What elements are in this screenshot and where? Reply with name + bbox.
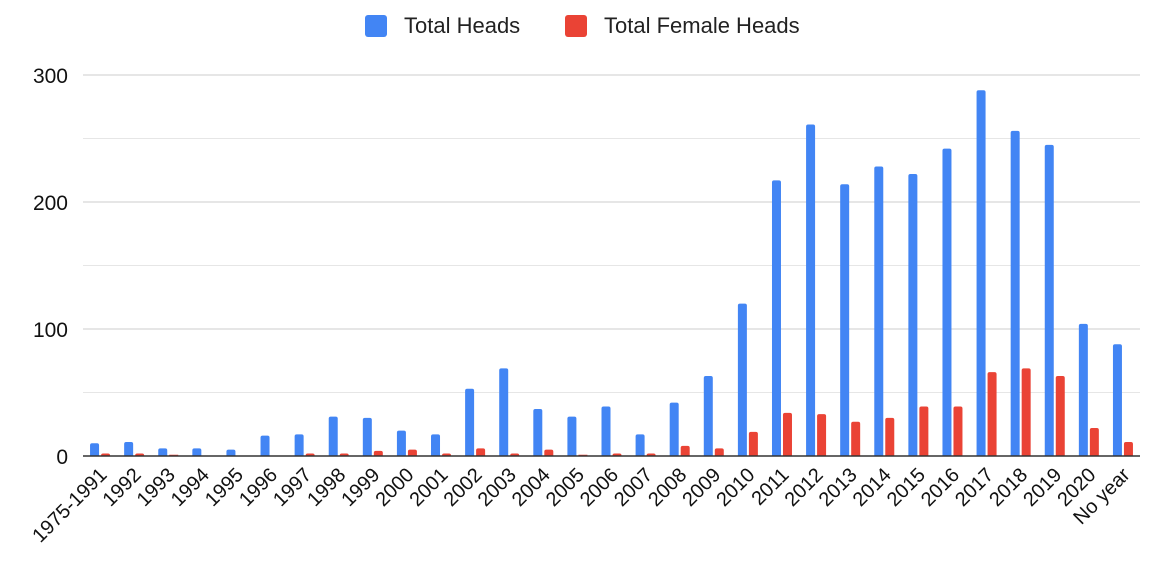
x-tick-label: 2017 xyxy=(951,464,998,511)
bar-total-heads-3 xyxy=(192,448,202,456)
bar-female-heads-19 xyxy=(748,431,758,456)
bar-total-heads-25 xyxy=(942,148,952,456)
bar-total-heads-4 xyxy=(226,449,236,456)
x-tick-label: 2010 xyxy=(712,464,759,511)
x-axis: 1975-19911992199319941995199619971998199… xyxy=(28,455,1140,547)
x-tick-label: 2016 xyxy=(917,464,964,511)
x-tick-label: 2003 xyxy=(474,464,521,511)
bar-female-heads-23 xyxy=(885,417,895,456)
bars xyxy=(90,90,1133,457)
x-tick-label: 1995 xyxy=(201,464,248,511)
bar-total-heads-16 xyxy=(635,434,645,456)
legend-label-0: Total Heads xyxy=(404,13,520,38)
bar-female-heads-20 xyxy=(782,412,792,456)
bar-female-heads-21 xyxy=(817,414,827,456)
bar-female-heads-26 xyxy=(987,372,997,456)
x-tick-label: 2009 xyxy=(678,464,725,511)
bar-total-heads-27 xyxy=(1010,130,1020,456)
x-tick-label: 2008 xyxy=(644,464,691,511)
x-tick-label: 2005 xyxy=(542,464,589,511)
bar-female-heads-8 xyxy=(373,450,383,456)
x-tick-label: 2006 xyxy=(576,464,623,511)
bar-total-heads-2 xyxy=(158,448,168,456)
x-tick-label: 2000 xyxy=(371,464,418,511)
y-tick-label: 100 xyxy=(33,319,68,342)
x-tick-label: 2011 xyxy=(748,464,794,510)
bar-total-heads-14 xyxy=(567,416,577,456)
bar-total-heads-13 xyxy=(533,409,543,456)
x-tick-label: 1996 xyxy=(235,464,282,511)
bar-total-heads-21 xyxy=(806,124,816,456)
legend-swatch-1 xyxy=(565,15,587,37)
bar-total-heads-15 xyxy=(601,406,611,456)
y-tick-label: 300 xyxy=(33,65,68,88)
x-tick-label: 1999 xyxy=(337,464,384,511)
bar-total-heads-12 xyxy=(499,368,509,456)
bar-total-heads-5 xyxy=(260,435,270,456)
bar-total-heads-0 xyxy=(90,443,100,456)
legend: Total Heads Total Female Heads xyxy=(365,13,800,38)
x-tick-label: 2015 xyxy=(883,464,930,511)
x-tick-label: 1997 xyxy=(269,464,316,511)
y-axis: 0 100 200 300 xyxy=(33,65,68,469)
bar-total-heads-1 xyxy=(124,442,134,456)
bar-total-heads-30 xyxy=(1112,344,1122,456)
bar-total-heads-28 xyxy=(1044,144,1054,456)
bar-total-heads-18 xyxy=(703,375,713,456)
bar-total-heads-24 xyxy=(908,174,918,456)
bar-total-heads-7 xyxy=(328,416,338,456)
bar-total-heads-10 xyxy=(431,434,441,456)
x-tick-label: 2018 xyxy=(985,464,1032,511)
x-tick-label: 2012 xyxy=(781,464,828,511)
bar-total-heads-26 xyxy=(976,90,986,457)
bar-female-heads-25 xyxy=(953,406,963,456)
bar-total-heads-20 xyxy=(771,180,781,456)
bar-total-heads-6 xyxy=(294,434,304,456)
x-tick-label: 2004 xyxy=(508,464,555,511)
bar-total-heads-9 xyxy=(396,430,406,456)
x-tick-label: 1998 xyxy=(303,464,350,511)
bar-total-heads-11 xyxy=(465,388,475,456)
x-tick-label: 2001 xyxy=(406,464,453,511)
bar-female-heads-24 xyxy=(919,406,929,456)
bar-total-heads-17 xyxy=(669,402,679,456)
x-tick-label: 1994 xyxy=(167,464,214,511)
bar-female-heads-30 xyxy=(1123,442,1133,456)
bar-total-heads-23 xyxy=(874,166,884,456)
bar-female-heads-13 xyxy=(544,449,554,456)
x-tick-label: 1992 xyxy=(99,464,146,511)
x-tick-label: 2019 xyxy=(1019,464,1066,511)
x-tick-label: 2014 xyxy=(849,464,896,511)
x-tick-label: 2002 xyxy=(440,464,487,511)
bar-total-heads-8 xyxy=(362,417,372,456)
legend-swatch-0 xyxy=(365,15,387,37)
x-tick-label: 1975-1991 xyxy=(28,464,111,547)
x-tick-label: 2007 xyxy=(610,464,657,511)
bar-female-heads-27 xyxy=(1021,368,1031,456)
bar-total-heads-22 xyxy=(840,184,850,456)
gridlines xyxy=(83,74,1140,393)
y-tick-label: 0 xyxy=(56,446,68,469)
legend-label-1: Total Female Heads xyxy=(604,13,800,38)
bar-female-heads-11 xyxy=(476,448,486,456)
bar-female-heads-18 xyxy=(714,448,724,456)
bar-female-heads-17 xyxy=(680,445,690,456)
x-tick-label: 1993 xyxy=(133,464,180,511)
bar-total-heads-19 xyxy=(737,303,747,456)
y-tick-label: 200 xyxy=(33,192,68,215)
bar-female-heads-28 xyxy=(1055,375,1065,456)
bar-female-heads-29 xyxy=(1089,428,1099,456)
bar-total-heads-29 xyxy=(1078,323,1088,456)
bar-female-heads-9 xyxy=(407,449,417,456)
x-tick-label: 2013 xyxy=(815,464,862,511)
bar-female-heads-22 xyxy=(851,421,861,456)
